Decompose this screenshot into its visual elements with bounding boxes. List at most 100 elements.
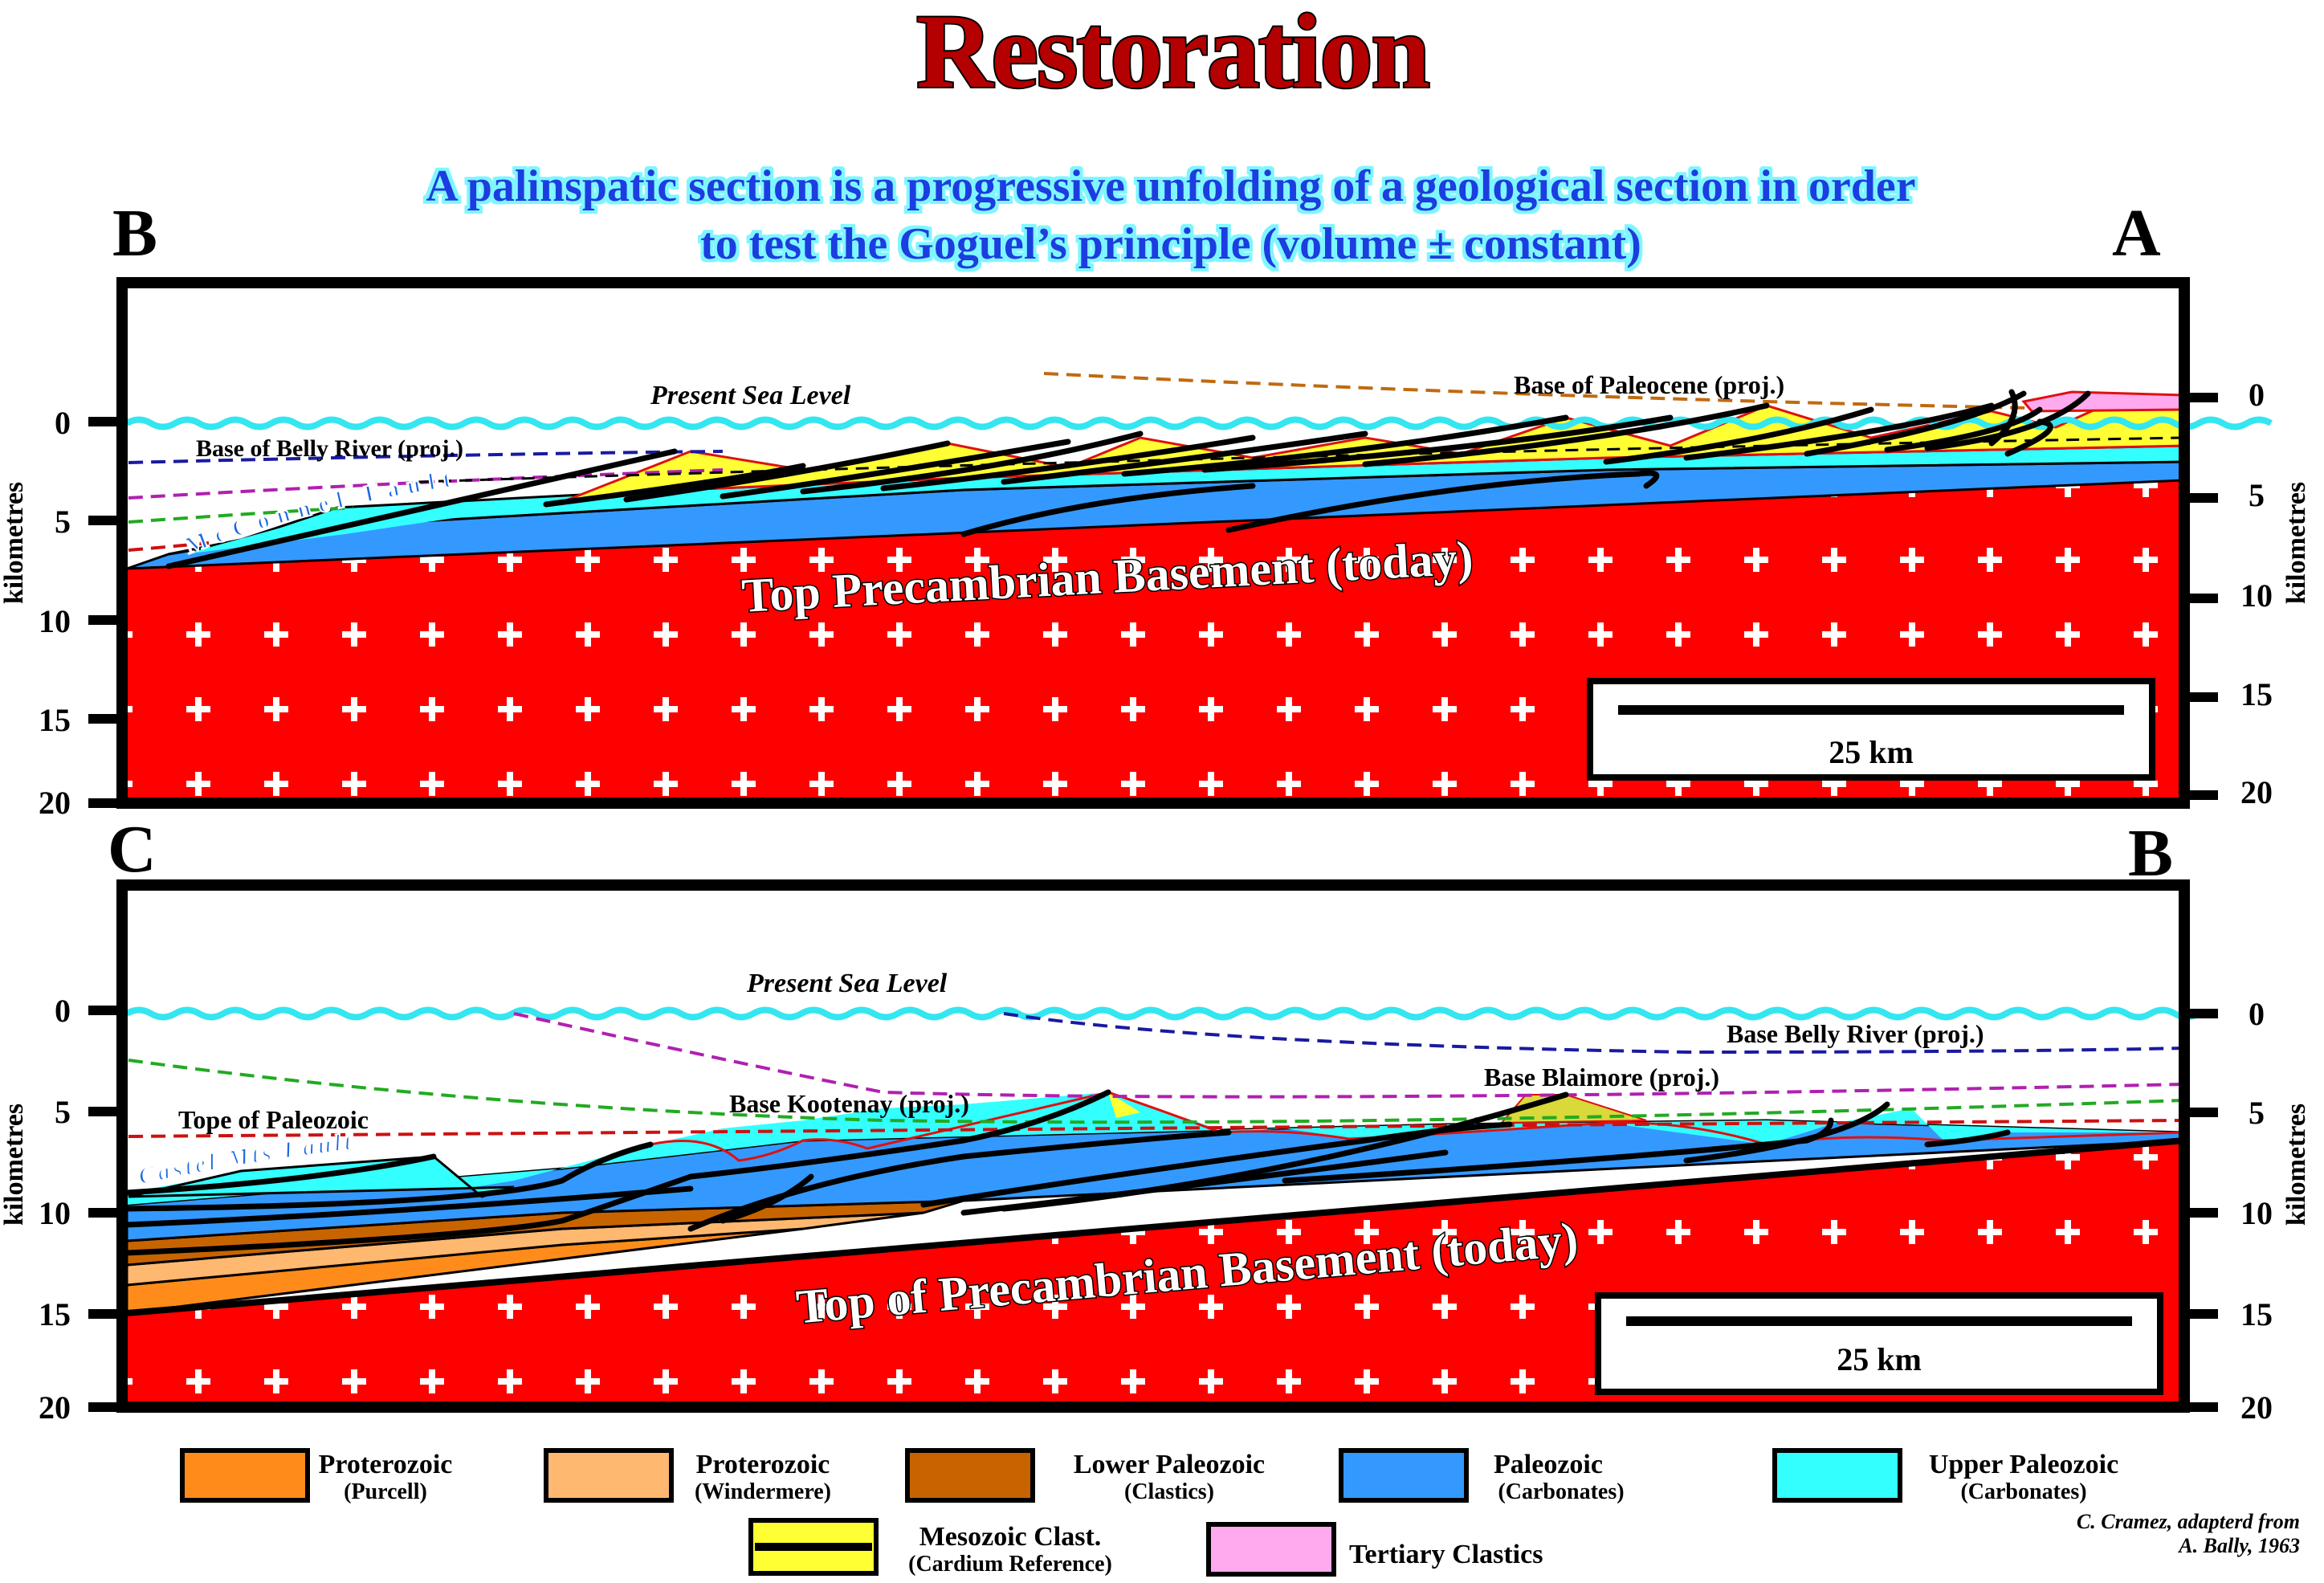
bottom-scale-bar-box bbox=[1595, 1292, 2163, 1395]
bottom-horizon-kootenay bbox=[128, 1059, 2185, 1124]
section-bottom: C B bbox=[0, 812, 2311, 1426]
subtitle: A palinspatic section is a progressive u… bbox=[426, 161, 1915, 269]
tick-label: 0 bbox=[2249, 377, 2265, 413]
legend-item-sub: (Purcell) bbox=[344, 1479, 427, 1504]
legend-swatch bbox=[180, 1448, 310, 1503]
bottom-axis-title-left: kilometres bbox=[0, 1104, 29, 1226]
tick-label: 10 bbox=[2240, 1195, 2273, 1231]
legend-item-name: Paleozoic bbox=[1494, 1450, 1603, 1479]
legend-item-sub: (Windermere) bbox=[695, 1479, 831, 1504]
bottom-sea-level-line bbox=[124, 1006, 2201, 1021]
bottom-blaimore-label: Base Blaimore (proj.) bbox=[1484, 1063, 1719, 1091]
top-horizon-black bbox=[417, 436, 2185, 483]
bottom-kootenay-label: Base Kootenay (proj.) bbox=[729, 1089, 969, 1118]
subtitle-line-1: A palinspatic section is a progressive u… bbox=[426, 161, 1915, 211]
legend-swatch bbox=[1206, 1522, 1336, 1577]
legend-item: Paleozoic (Carbonates) bbox=[1339, 1448, 1625, 1504]
top-horizon-belly-river bbox=[128, 450, 724, 464]
top-section-frame bbox=[116, 277, 2190, 809]
tick-label: 15 bbox=[2240, 1296, 2273, 1332]
legend-item-name: Tertiary Clastics bbox=[1349, 1540, 1543, 1569]
legend-item-sub: (Cardium Reference) bbox=[908, 1552, 1112, 1577]
top-scale-bar-label: 25 km bbox=[1829, 734, 1914, 770]
tick-label: 20 bbox=[39, 785, 71, 821]
legend-item: Mesozoic Clast. (Cardium Reference) bbox=[748, 1518, 1112, 1577]
legend-item: Proterozoic (Windermere) bbox=[544, 1448, 831, 1504]
legend-item-name: Proterozoic bbox=[696, 1450, 830, 1479]
tick-label: 5 bbox=[55, 1094, 71, 1130]
tick-label: 15 bbox=[39, 1296, 71, 1332]
bottom-sea-level-label: Present Sea Level bbox=[746, 969, 948, 998]
legend-item-sub: (Clastics) bbox=[1124, 1479, 1214, 1504]
tick-label: 20 bbox=[39, 1389, 71, 1426]
bottom-section-frame bbox=[116, 879, 2190, 1413]
bottom-left-tick-labels: 0 5 10 15 20 bbox=[39, 993, 71, 1426]
section-top-left-label: B bbox=[112, 196, 157, 271]
top-belly-river-label: Base of Belly River (proj.) bbox=[196, 435, 463, 462]
tick-label: 10 bbox=[39, 603, 71, 639]
legend-swatch bbox=[1772, 1448, 1902, 1503]
legend-item-name: Mesozoic Clast. bbox=[919, 1522, 1102, 1552]
section-bottom-right-label: B bbox=[2128, 816, 2173, 891]
top-paleocene-label: Base of Paleocene (proj.) bbox=[1514, 370, 1784, 399]
bottom-paleozoic-top-label: Tope of Paleozoic bbox=[178, 1105, 369, 1134]
credit: C. Cramez, adapterd from A. Bally, 1963 bbox=[2077, 1510, 2300, 1558]
tick-label: 0 bbox=[55, 405, 71, 441]
tick-label: 10 bbox=[39, 1195, 71, 1231]
subtitle-line-2: to test the Goguel’s principle (volume ±… bbox=[700, 219, 1641, 269]
tick-label: 5 bbox=[2249, 477, 2265, 513]
top-horizon-paleocene bbox=[1043, 372, 2032, 410]
bottom-right-tick-labels: 0 5 10 15 20 bbox=[2240, 996, 2273, 1426]
top-left-tick-labels: 0 5 10 15 20 bbox=[39, 405, 71, 821]
legend-item-name: Lower Paleozoic bbox=[1074, 1450, 1265, 1479]
legend-swatch bbox=[1339, 1448, 1469, 1503]
bottom-horizon-purple bbox=[513, 1012, 2185, 1099]
section-top: B A bbox=[0, 196, 2311, 821]
bottom-scale-bar-label: 25 km bbox=[1837, 1341, 1922, 1377]
credit-line-1: C. Cramez, adapterd from bbox=[2076, 1510, 2300, 1533]
bottom-horizon-paleozoic-top bbox=[128, 1119, 2185, 1138]
page-title: Restoration bbox=[916, 0, 1429, 110]
tick-label: 15 bbox=[2240, 676, 2273, 712]
tick-label: 0 bbox=[2249, 996, 2265, 1032]
top-axis-ticks bbox=[88, 393, 2218, 808]
tick-label: 20 bbox=[2240, 774, 2273, 810]
top-sea-level-label: Present Sea Level bbox=[650, 381, 851, 410]
legend-item: Proterozoic (Purcell) bbox=[180, 1448, 453, 1504]
top-horizon-purple bbox=[128, 468, 724, 500]
legend-item: Lower Paleozoic (Clastics) bbox=[905, 1448, 1265, 1504]
section-top-right-label: A bbox=[2112, 196, 2161, 271]
top-horizon-red bbox=[128, 541, 210, 552]
bottom-belly-river-label: Base Belly River (proj.) bbox=[1727, 1019, 1984, 1048]
top-thrust-faults bbox=[165, 389, 2091, 569]
bottom-axis-ticks bbox=[88, 1006, 2218, 1412]
tick-label: 5 bbox=[55, 504, 71, 540]
tick-label: 5 bbox=[2249, 1095, 2265, 1131]
legend-item-sub: (Carbonates) bbox=[1498, 1479, 1624, 1504]
legend-item: Tertiary Clastics bbox=[1206, 1522, 1543, 1577]
top-tertiary-clastics bbox=[2021, 390, 2186, 413]
tick-label: 20 bbox=[2240, 1389, 2273, 1426]
top-axis-title-right: kilometres bbox=[2281, 482, 2311, 604]
legend: Proterozoic (Purcell) Proterozoic (Winde… bbox=[180, 1448, 2118, 1577]
bottom-upper-paleozoic bbox=[127, 1092, 2184, 1205]
top-right-tick-labels: 0 5 10 15 20 bbox=[2240, 377, 2273, 810]
bottom-axis-title-right: kilometres bbox=[2281, 1104, 2311, 1226]
tick-label: 0 bbox=[55, 993, 71, 1029]
tick-label: 15 bbox=[39, 702, 71, 738]
legend-swatch bbox=[544, 1448, 674, 1503]
legend-item: Upper Paleozoic (Carbonates) bbox=[1772, 1448, 2118, 1504]
bottom-mesozoic-1 bbox=[1108, 1092, 1140, 1118]
bottom-basement-top-line bbox=[126, 1137, 2185, 1316]
legend-swatch bbox=[905, 1448, 1035, 1503]
credit-line-2: A. Bally, 1963 bbox=[2179, 1533, 2300, 1557]
legend-item-name: Upper Paleozoic bbox=[1929, 1450, 2118, 1479]
section-bottom-left-label: C bbox=[108, 812, 157, 887]
top-axis-title-left: kilometres bbox=[0, 482, 29, 604]
tick-label: 10 bbox=[2240, 577, 2273, 614]
bottom-red-surface bbox=[650, 1091, 2185, 1162]
legend-item-name: Proterozoic bbox=[319, 1450, 453, 1479]
bottom-horizon-belly-river bbox=[1003, 1012, 2185, 1055]
legend-item-sub: (Carbonates) bbox=[1960, 1479, 2086, 1504]
top-scale-bar-box bbox=[1587, 678, 2155, 781]
